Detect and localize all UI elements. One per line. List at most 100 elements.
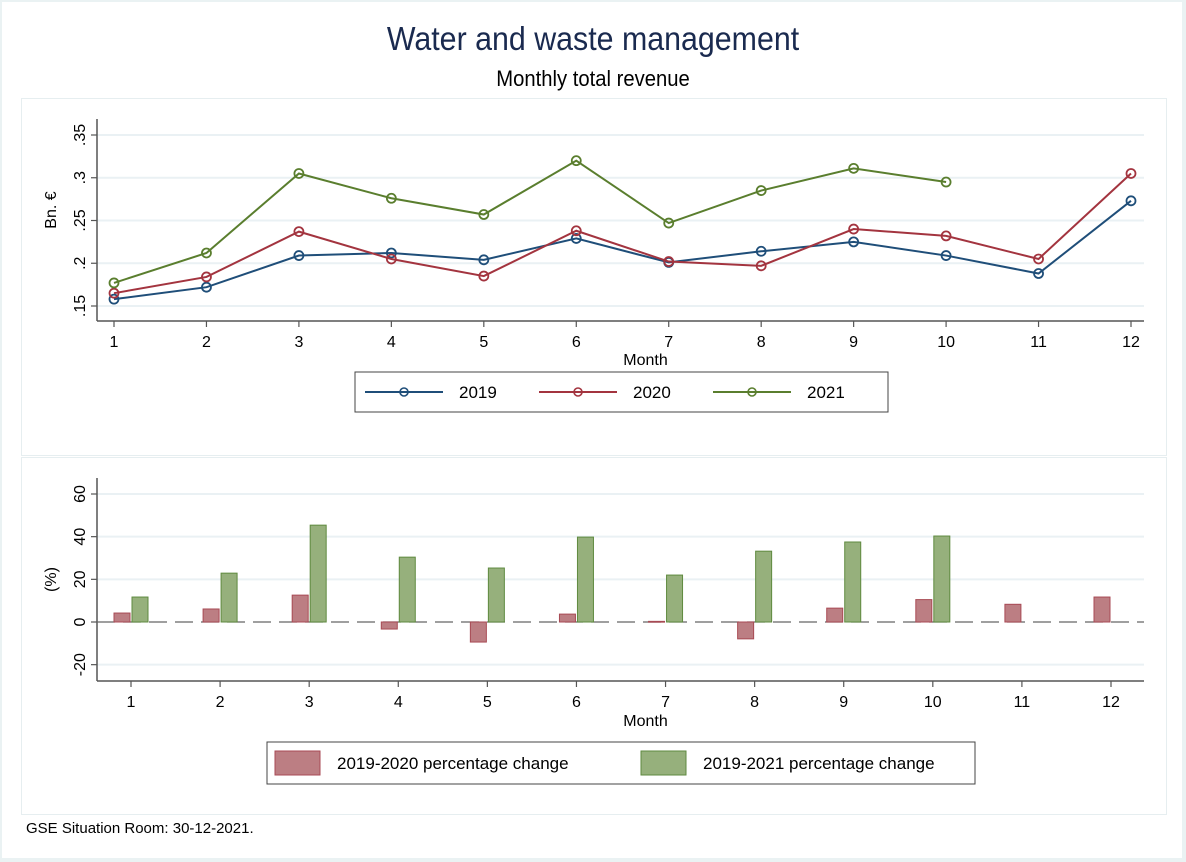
bar-2019-2020 xyxy=(1093,596,1111,623)
bar-chart-panel: -20 0 20 40 60 1 2 3 4 5 6 7 8 9 10 11 12 Month (%) 2019-20… xyxy=(21,457,1167,815)
legend-box xyxy=(266,741,976,785)
data-point-2020 xyxy=(385,253,397,265)
bar-2019-2020 xyxy=(558,613,576,623)
legend-swatch xyxy=(274,750,321,776)
x-tick-label: 10 xyxy=(924,694,942,711)
data-point-2019 xyxy=(940,250,952,261)
x-tick-label: 10 xyxy=(937,334,955,351)
y-tick-label: 0 xyxy=(72,617,89,626)
data-point-2019 xyxy=(385,247,397,259)
legend-box xyxy=(354,371,889,413)
data-point-2020 xyxy=(1033,253,1044,265)
legend-label: 2019 xyxy=(459,383,497,402)
bar-2019-2021 xyxy=(576,536,594,623)
bar-2019-2020 xyxy=(202,608,220,623)
x-tick-label: 4 xyxy=(387,334,396,351)
x-tick-label: 9 xyxy=(849,334,858,351)
legend-marker-2020 xyxy=(573,387,583,397)
x-tick-label: 3 xyxy=(294,334,303,351)
x-tick-label: 11 xyxy=(1030,334,1047,351)
data-point-2021 xyxy=(940,176,952,188)
y-tick-label: .2 xyxy=(72,256,89,269)
data-point-2020 xyxy=(848,223,860,235)
y-tick-label: 60 xyxy=(72,485,89,503)
data-point-2019 xyxy=(848,236,860,248)
chart-title: Water and waste management xyxy=(386,20,800,57)
data-point-2021 xyxy=(848,162,860,174)
x-tick-label: 12 xyxy=(1122,334,1140,351)
data-point-2020 xyxy=(1125,168,1137,179)
bar-2019-2020 xyxy=(826,607,844,623)
y-tick-label: .3 xyxy=(72,171,89,184)
data-point-2019 xyxy=(755,245,767,257)
legend-label: 2019-2020 percentage change xyxy=(337,754,569,773)
y-axis-title: (%) xyxy=(43,567,60,592)
x-tick-label: 1 xyxy=(127,694,136,711)
series-line-2020 xyxy=(113,172,1132,295)
data-point-2021 xyxy=(108,277,120,289)
x-axis-title: Month xyxy=(623,352,667,369)
line-chart-panel: .15.2.25.3.35 1 2 3 4 5 6 7 8 9 10 11 12 Month Bn. €20… xyxy=(21,98,1167,456)
x-tick-label: 12 xyxy=(1102,694,1120,711)
data-point-2019 xyxy=(478,254,490,266)
bar-2019-2020 xyxy=(113,612,131,623)
x-tick-label: 6 xyxy=(572,694,581,711)
x-tick-label: 2 xyxy=(202,334,211,351)
x-tick-label: 9 xyxy=(839,694,848,711)
bar-2019-2021 xyxy=(933,535,951,623)
bar-2019-2020 xyxy=(291,594,309,623)
y-tick-label: 20 xyxy=(72,570,89,588)
x-tick-label: 2 xyxy=(216,694,225,711)
legend-label: 2019-2021 percentage change xyxy=(703,754,935,773)
bar-2019-2020 xyxy=(915,599,933,623)
data-point-2021 xyxy=(570,155,582,167)
data-point-2020 xyxy=(108,287,120,299)
x-tick-label: 7 xyxy=(661,694,670,711)
bar-2019-2020 xyxy=(648,620,666,623)
legend-marker-2021 xyxy=(747,387,757,397)
bar-2019-2021 xyxy=(131,596,149,623)
bar-2019-2020 xyxy=(380,621,398,630)
data-point-2020 xyxy=(940,230,952,242)
data-point-2021 xyxy=(478,209,490,220)
series-line-2021 xyxy=(113,159,947,284)
data-point-2021 xyxy=(201,247,212,259)
footnote: GSE Situation Room: 30-12-2021. xyxy=(26,820,254,837)
x-tick-label: 7 xyxy=(664,334,673,351)
series-line-2019 xyxy=(113,200,1132,301)
data-point-2020 xyxy=(293,226,305,238)
bar-2019-2021 xyxy=(220,572,238,623)
legend-label: 2020 xyxy=(633,383,671,402)
bar-2019-2021 xyxy=(309,524,327,623)
bar-2019-2021 xyxy=(487,567,505,623)
y-tick-label: .35 xyxy=(72,124,89,146)
x-tick-label: 5 xyxy=(483,694,492,711)
data-point-2021 xyxy=(293,168,305,179)
y-tick-label: .25 xyxy=(72,209,89,231)
bar-2019-2020 xyxy=(1004,603,1022,623)
data-point-2019 xyxy=(570,233,582,244)
x-tick-label: 5 xyxy=(479,334,488,351)
data-point-2019 xyxy=(108,293,120,305)
data-point-2019 xyxy=(1033,268,1044,279)
legend-label: 2021 xyxy=(807,383,845,402)
bar-2019-2021 xyxy=(398,556,416,623)
data-point-2020 xyxy=(663,256,675,267)
data-point-2021 xyxy=(663,217,675,229)
data-point-2021 xyxy=(385,192,397,204)
bar-2019-2021 xyxy=(844,541,862,623)
data-point-2019 xyxy=(201,281,212,293)
x-tick-label: 3 xyxy=(305,694,314,711)
y-axis-title: Bn. € xyxy=(43,191,60,228)
x-tick-label: 4 xyxy=(394,694,403,711)
data-point-2020 xyxy=(478,270,490,282)
x-tick-label: 8 xyxy=(757,334,766,351)
y-tick-label: .15 xyxy=(72,295,89,317)
legend-marker-2019 xyxy=(399,387,409,397)
bar-2019-2020 xyxy=(737,621,755,640)
data-point-2020 xyxy=(755,260,767,272)
bar-2019-2020 xyxy=(469,621,487,643)
x-tick-label: 11 xyxy=(1014,694,1031,711)
x-axis-title: Month xyxy=(623,713,667,730)
